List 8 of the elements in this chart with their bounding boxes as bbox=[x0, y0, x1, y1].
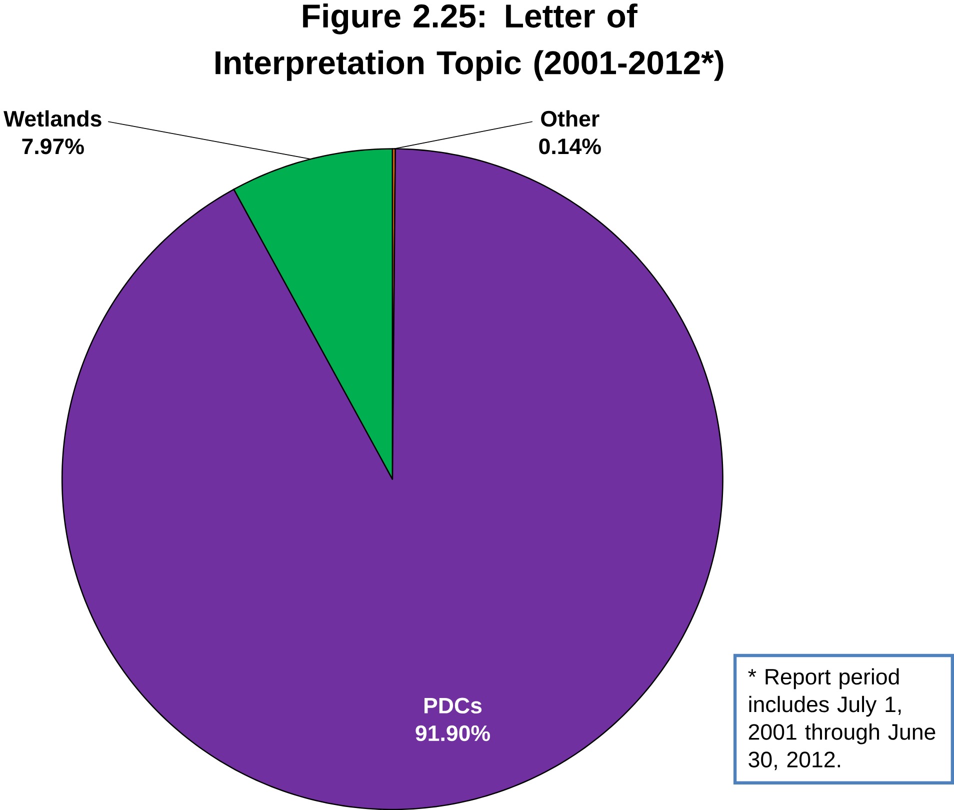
slice-label: Other bbox=[541, 110, 600, 127]
data-label: 0.14% bbox=[539, 138, 601, 154]
text: * Report period includes July 1, 2001 through June 30, 2012. bbox=[748, 668, 936, 770]
data-label: 7.97% bbox=[22, 138, 84, 154]
slice-label: PDCs bbox=[424, 698, 482, 714]
chart-title: Figure 2.25: Letter of Interpretation Topic (2001-2012*) bbox=[216, 3, 724, 81]
data-label: 91.90% bbox=[416, 725, 490, 742]
slice-label: Wetlands bbox=[4, 110, 102, 127]
